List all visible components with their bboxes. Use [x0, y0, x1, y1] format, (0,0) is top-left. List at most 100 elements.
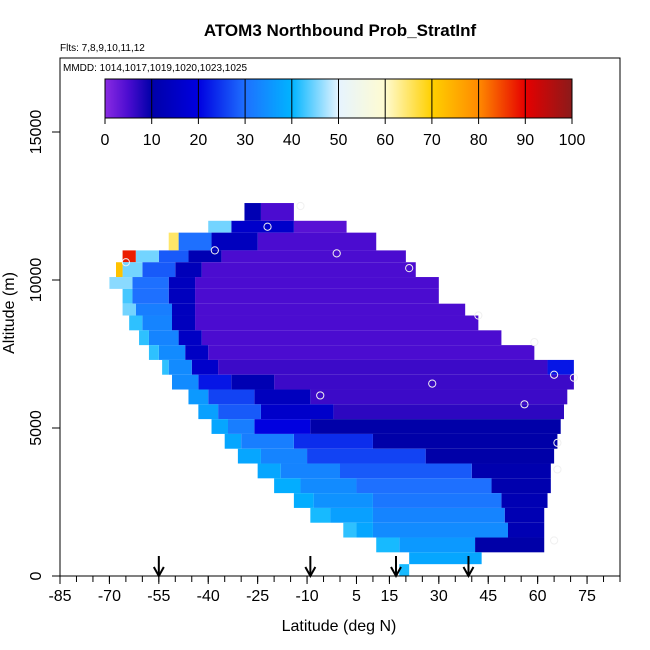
heatmap-cell — [188, 250, 222, 263]
heatmap-cell — [274, 478, 301, 494]
heatmap-cell — [300, 478, 357, 494]
sample-marker — [520, 400, 529, 409]
colorbar-tick-label: 100 — [559, 132, 586, 149]
heatmap-cell — [260, 203, 294, 221]
heatmap-cell — [356, 522, 373, 538]
heatmap-cells — [109, 203, 574, 576]
heatmap-cell — [132, 288, 169, 304]
profile-arrow — [304, 556, 317, 579]
heatmap-cell — [129, 315, 143, 331]
heatmap-cell — [310, 507, 331, 523]
x-tick-label: -70 — [98, 588, 121, 605]
sample-marker — [210, 246, 219, 255]
heatmap-cell — [168, 277, 196, 289]
heatmap-cell — [260, 448, 308, 464]
x-tick-label: -55 — [147, 588, 170, 605]
heatmap-cell — [257, 232, 377, 251]
sample-marker — [296, 201, 305, 211]
heatmap-cell — [168, 232, 179, 251]
heatmap-cell — [221, 250, 406, 263]
heatmap-cell — [195, 315, 479, 331]
heatmap-cell — [122, 303, 136, 316]
heatmap-cell — [372, 507, 505, 523]
heatmap-cell — [475, 537, 545, 553]
heatmap-cell — [109, 277, 133, 289]
heatmap-cell — [280, 463, 340, 479]
heatmap-cell — [135, 303, 172, 316]
y-tick-label: 10000 — [28, 258, 45, 303]
heatmap-cell — [172, 374, 199, 390]
heatmap-cell — [132, 277, 169, 289]
heatmap-cell — [293, 493, 314, 508]
flights-subtitle: Flts: 7,8,9,10,11,12 — [60, 43, 145, 54]
sample-marker — [530, 338, 539, 347]
heatmap-cell — [191, 359, 219, 375]
heatmap-cell — [158, 345, 186, 360]
sample-marker — [553, 438, 562, 447]
heatmap-cell — [178, 232, 212, 251]
heatmap-cell — [307, 448, 426, 464]
heatmap-cell — [116, 262, 123, 278]
heatmap-cell — [142, 262, 176, 278]
colorbar-tick-label: 70 — [423, 132, 441, 149]
x-tick-label: -10 — [295, 588, 318, 605]
sample-marker — [121, 258, 130, 267]
heatmap-cell — [208, 389, 255, 405]
sample-marker — [474, 311, 483, 320]
heatmap-cell — [399, 537, 476, 553]
y-tick-label: 15000 — [28, 110, 45, 155]
dates-subtitle: MMDD: 1014,1017,1019,1020,1023,1025 — [63, 63, 247, 74]
heatmap-cell — [501, 493, 548, 508]
x-tick-label: -25 — [246, 588, 269, 605]
x-tick-label: 45 — [479, 588, 497, 605]
sample-marker — [405, 264, 414, 273]
x-tick-label: -40 — [197, 588, 220, 605]
x-tick-label: 30 — [430, 588, 448, 605]
heatmap-cell — [208, 345, 535, 360]
heatmap-cell — [504, 507, 545, 523]
heatmap-cell — [333, 404, 564, 420]
heatmap-cell — [471, 463, 551, 479]
heatmap-cell — [139, 330, 149, 346]
heatmap-cell — [142, 315, 172, 331]
x-tick-label: 60 — [529, 588, 547, 605]
colorbar-tick-label: 90 — [516, 132, 534, 149]
heatmap-cell — [260, 404, 334, 420]
x-axis: -85 -70 -55 -40 -25 -10 5 15 30 45 60 75 — [48, 576, 621, 605]
heatmap-cell — [274, 374, 574, 390]
x-tick-label: 15 — [381, 588, 399, 605]
heatmap-cell — [356, 478, 492, 494]
heatmap-cell — [172, 303, 196, 316]
heatmap-cell — [310, 419, 561, 434]
heatmap-cell — [228, 419, 255, 434]
heatmap-cell — [148, 345, 159, 360]
heatmap-cell — [188, 389, 209, 405]
heatmap-cell — [376, 537, 400, 553]
heatmap-cell — [168, 288, 196, 304]
heatmap-cell — [310, 389, 568, 405]
heatmap-cell — [178, 330, 202, 346]
heatmap-cell — [208, 220, 232, 233]
heatmap-cell — [172, 315, 196, 331]
heatmap-cell — [330, 507, 373, 523]
heatmap-cell — [195, 303, 466, 316]
heatmap-cell — [195, 277, 439, 289]
sample-marker — [569, 373, 578, 382]
colorbar-ticks: 0 10 20 30 40 50 60 70 80 90 100 — [101, 79, 586, 149]
heatmap-cell — [122, 262, 143, 278]
heatmap-cell — [198, 404, 219, 420]
heatmap-cell — [313, 493, 373, 508]
y-tick-label: 0 — [28, 571, 45, 580]
sample-marker — [550, 370, 559, 379]
heatmap-cell — [244, 203, 261, 221]
heatmap-cell — [122, 288, 133, 304]
sample-marker — [553, 465, 562, 474]
heatmap-cell — [491, 478, 551, 494]
sample-marker — [332, 249, 341, 258]
colorbar-tick-label: 20 — [190, 132, 208, 149]
y-axis: 0 5000 10000 15000 — [28, 110, 60, 580]
heatmap-cell — [218, 404, 261, 420]
x-axis-label: Latitude (deg N) — [282, 618, 397, 635]
heatmap-cell — [372, 433, 558, 449]
heatmap-cell — [211, 419, 228, 434]
